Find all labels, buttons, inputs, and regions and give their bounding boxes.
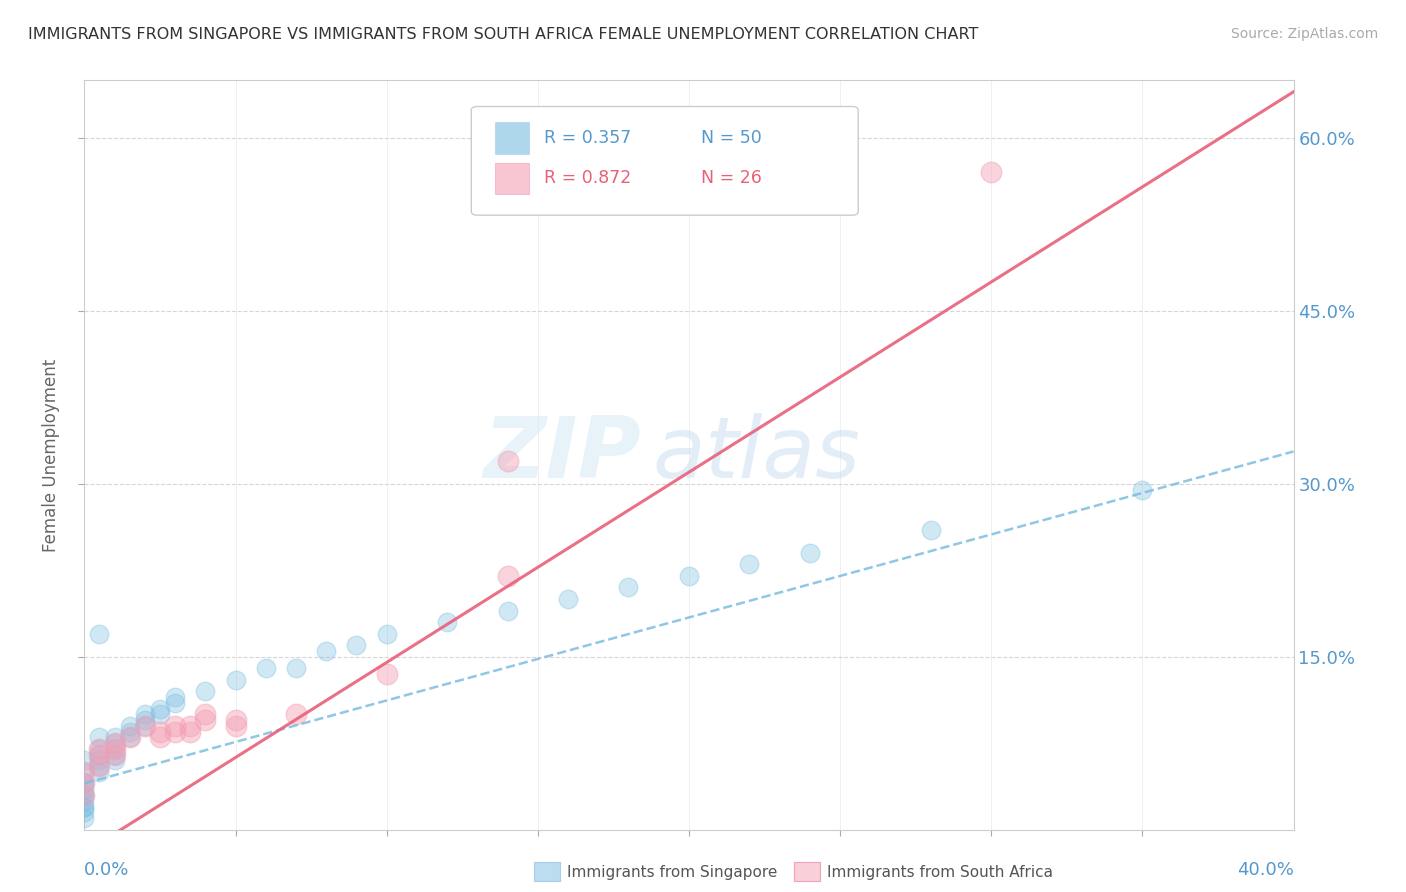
Point [73, 782, 96, 797]
Point [73, 788, 96, 802]
Point [496, 569, 519, 583]
Point [89, 759, 111, 773]
Point [134, 719, 156, 733]
Point [73, 776, 96, 790]
Point [73, 764, 96, 779]
Y-axis label: Female Unemployment: Female Unemployment [42, 359, 60, 551]
Text: Immigrants from Singapore: Immigrants from Singapore [567, 865, 778, 880]
Point [134, 719, 156, 733]
Point [73, 788, 96, 802]
FancyBboxPatch shape [471, 106, 858, 215]
Point [436, 615, 458, 629]
Point [73, 799, 96, 814]
FancyBboxPatch shape [495, 162, 529, 194]
Point [118, 719, 141, 733]
Point [134, 707, 156, 722]
Point [254, 661, 277, 675]
Point [799, 546, 821, 560]
Point [73, 794, 96, 808]
Point [375, 667, 398, 681]
Point [118, 724, 141, 739]
Point [89, 747, 111, 762]
Point [980, 165, 1002, 179]
Point [165, 690, 187, 704]
Point [73, 788, 96, 802]
Text: R = 0.872: R = 0.872 [544, 169, 631, 187]
Point [104, 753, 127, 767]
Point [149, 731, 172, 745]
Point [118, 731, 141, 745]
Point [1130, 483, 1153, 497]
Text: N = 50: N = 50 [702, 129, 762, 147]
Text: 0.0%: 0.0% [84, 861, 129, 879]
Point [73, 764, 96, 779]
Point [194, 684, 217, 698]
Point [225, 719, 247, 733]
Point [315, 644, 337, 658]
Point [89, 742, 111, 756]
Point [89, 764, 111, 779]
Point [118, 731, 141, 745]
Point [678, 569, 700, 583]
Text: ZIP: ZIP [482, 413, 641, 497]
Point [285, 661, 308, 675]
Point [179, 724, 201, 739]
Point [194, 707, 217, 722]
Point [73, 776, 96, 790]
Point [225, 713, 247, 727]
Point [73, 776, 96, 790]
Point [920, 523, 942, 537]
Point [73, 805, 96, 820]
Point [179, 719, 201, 733]
Point [73, 799, 96, 814]
Point [73, 811, 96, 825]
Point [149, 724, 172, 739]
Point [375, 626, 398, 640]
Point [89, 731, 111, 745]
Point [89, 759, 111, 773]
Text: R = 0.357: R = 0.357 [544, 129, 631, 147]
Point [557, 592, 579, 607]
Text: Immigrants from South Africa: Immigrants from South Africa [827, 865, 1053, 880]
Point [225, 673, 247, 687]
Point [285, 707, 308, 722]
Point [165, 719, 187, 733]
Point [738, 558, 761, 572]
Point [104, 742, 127, 756]
Point [194, 713, 217, 727]
Point [104, 736, 127, 750]
Text: N = 26: N = 26 [702, 169, 762, 187]
Point [134, 713, 156, 727]
Point [165, 724, 187, 739]
Text: Source: ZipAtlas.com: Source: ZipAtlas.com [1230, 27, 1378, 41]
FancyBboxPatch shape [495, 122, 529, 153]
Point [104, 736, 127, 750]
Point [89, 747, 111, 762]
Text: 40.0%: 40.0% [1237, 861, 1294, 879]
Point [89, 626, 111, 640]
Point [104, 747, 127, 762]
Point [617, 581, 640, 595]
Point [496, 453, 519, 467]
Text: IMMIGRANTS FROM SINGAPORE VS IMMIGRANTS FROM SOUTH AFRICA FEMALE UNEMPLOYMENT CO: IMMIGRANTS FROM SINGAPORE VS IMMIGRANTS … [28, 27, 979, 42]
Point [165, 696, 187, 710]
Point [149, 707, 172, 722]
Point [104, 742, 127, 756]
Point [346, 638, 368, 652]
Text: atlas: atlas [652, 413, 860, 497]
Point [496, 603, 519, 617]
Point [89, 742, 111, 756]
Point [104, 747, 127, 762]
Point [104, 731, 127, 745]
Point [89, 753, 111, 767]
Point [73, 753, 96, 767]
Point [149, 701, 172, 715]
